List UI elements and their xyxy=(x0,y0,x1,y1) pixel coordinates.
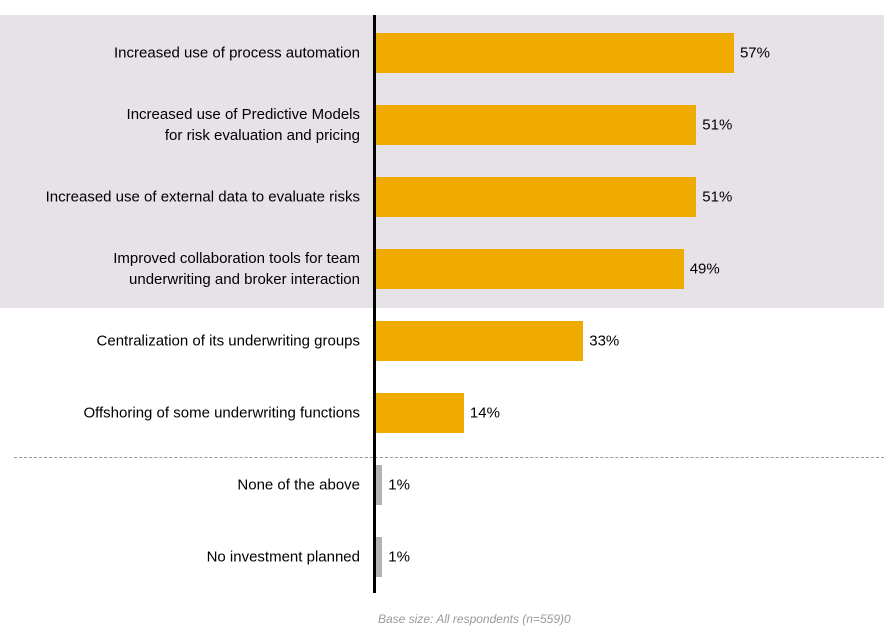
value-label: 1% xyxy=(388,476,410,494)
bar xyxy=(376,537,383,577)
bar xyxy=(376,33,734,73)
value-label: 33% xyxy=(589,332,620,350)
category-label: Increased use of external data to evalua… xyxy=(45,188,360,206)
category-label: Improved collaboration tools for team und… xyxy=(113,250,360,288)
dashed-divider xyxy=(14,457,884,458)
bar xyxy=(376,465,383,505)
value-label: 51% xyxy=(702,188,733,206)
category-label: Centralization of its underwriting group… xyxy=(96,332,360,350)
bar xyxy=(376,321,584,361)
footnote: Base size: All respondents (n=559)0 xyxy=(378,612,571,626)
bar xyxy=(376,393,464,433)
value-label: 51% xyxy=(702,116,733,134)
value-label: 1% xyxy=(388,548,410,566)
bar xyxy=(376,105,697,145)
value-label: 49% xyxy=(689,260,720,278)
bar xyxy=(376,249,684,289)
value-label: 57% xyxy=(739,44,770,62)
category-label: No investment planned xyxy=(206,548,360,566)
bar xyxy=(376,177,697,217)
value-label: 14% xyxy=(469,404,500,422)
category-label: Increased use of process automation xyxy=(114,44,360,62)
category-label: None of the above xyxy=(237,476,360,494)
category-label: Offshoring of some underwriting function… xyxy=(83,404,360,422)
category-label: Increased use of Predictive Models for ri… xyxy=(126,106,360,144)
y-axis-line xyxy=(373,15,376,593)
